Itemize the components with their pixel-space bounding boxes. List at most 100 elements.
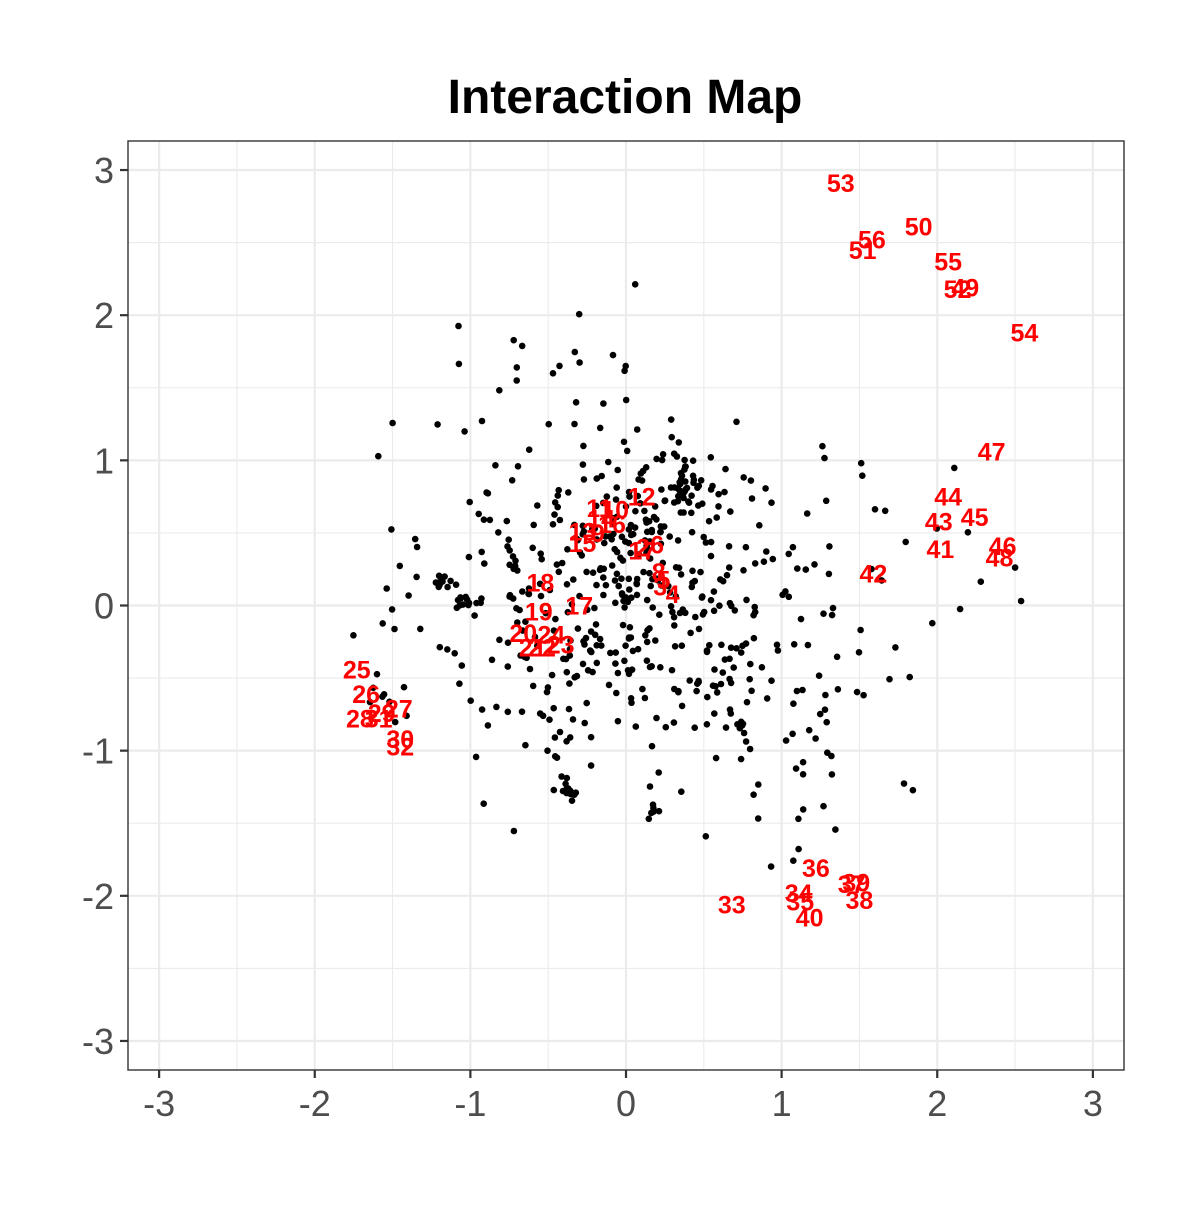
data-point	[679, 606, 687, 613]
data-point	[682, 463, 689, 470]
data-point	[563, 668, 571, 676]
data-point	[641, 694, 649, 702]
data-point	[751, 603, 758, 611]
data-point	[697, 477, 705, 484]
data-point	[689, 567, 696, 575]
data-point	[508, 477, 516, 484]
data-point	[600, 574, 607, 581]
data-point	[510, 827, 518, 835]
data-point	[719, 669, 727, 676]
data-point	[602, 533, 609, 540]
data-point	[587, 762, 595, 769]
data-point	[742, 543, 750, 551]
data-point	[634, 492, 642, 500]
data-point	[681, 456, 688, 464]
point-label: 12	[628, 484, 656, 512]
x-tick-label: 2	[927, 1083, 947, 1124]
data-point	[598, 472, 605, 480]
data-point	[693, 687, 700, 695]
data-point	[526, 665, 534, 673]
data-point	[756, 522, 763, 529]
point-label: 48	[986, 545, 1014, 573]
data-point	[763, 548, 770, 555]
data-point	[618, 533, 626, 541]
data-point	[444, 583, 451, 591]
data-point	[641, 507, 648, 515]
data-point	[1017, 597, 1025, 605]
data-point	[727, 710, 735, 717]
data-point	[1011, 564, 1019, 571]
data-point	[795, 845, 802, 853]
data-point	[436, 643, 444, 651]
point-label: 34	[785, 880, 813, 908]
point-label: 1	[628, 537, 642, 565]
data-point	[584, 606, 591, 614]
data-point	[518, 708, 526, 715]
data-point	[773, 641, 781, 649]
data-point	[782, 737, 790, 744]
data-point	[727, 508, 734, 515]
data-point	[668, 433, 675, 441]
data-point	[544, 684, 552, 691]
point-label: 7	[642, 537, 656, 565]
data-point	[551, 734, 559, 741]
data-point	[593, 536, 601, 543]
data-point	[467, 697, 475, 704]
data-point	[413, 543, 421, 551]
data-point	[472, 753, 480, 761]
point-label: 29	[368, 700, 396, 728]
data-point	[675, 439, 683, 446]
data-point	[661, 497, 669, 504]
data-point	[484, 722, 492, 729]
data-point	[746, 745, 754, 753]
data-point	[902, 538, 909, 546]
data-point	[705, 517, 713, 525]
data-point	[797, 615, 805, 623]
data-point	[389, 419, 396, 427]
data-point	[521, 653, 528, 661]
data-point	[478, 548, 486, 556]
point-label: 28	[346, 706, 374, 734]
data-point	[473, 599, 480, 607]
data-point	[602, 581, 610, 589]
data-point	[504, 639, 512, 646]
data-point	[790, 641, 798, 648]
data-point	[643, 596, 651, 604]
data-point	[391, 625, 398, 633]
data-point	[747, 660, 754, 668]
data-point	[633, 426, 641, 433]
data-point	[465, 601, 472, 609]
data-point	[702, 833, 710, 840]
data-point	[655, 807, 663, 815]
data-point	[617, 554, 624, 562]
data-point	[549, 370, 557, 377]
data-point	[534, 642, 541, 650]
data-point	[725, 543, 733, 550]
data-point	[785, 550, 792, 558]
y-tick-label: -2	[82, 876, 114, 917]
data-point	[721, 656, 729, 663]
data-point	[653, 455, 660, 463]
data-point	[740, 567, 747, 574]
data-point	[821, 454, 828, 462]
data-point	[618, 590, 626, 597]
data-point	[593, 659, 601, 667]
y-tick-label: 1	[94, 440, 114, 481]
data-point	[565, 705, 573, 713]
data-point	[589, 569, 597, 576]
data-point	[655, 769, 662, 776]
data-point	[383, 585, 391, 592]
data-point	[692, 613, 699, 621]
data-point	[820, 610, 827, 617]
data-point	[789, 730, 796, 738]
x-tick-label: -2	[299, 1083, 331, 1124]
data-point	[710, 588, 718, 595]
data-point	[614, 466, 621, 474]
data-point	[656, 611, 663, 618]
data-point	[584, 667, 592, 674]
data-point	[536, 580, 544, 588]
data-point	[710, 607, 718, 615]
x-axis: -3 -2 -1 0 1 2 3	[143, 1070, 1103, 1124]
